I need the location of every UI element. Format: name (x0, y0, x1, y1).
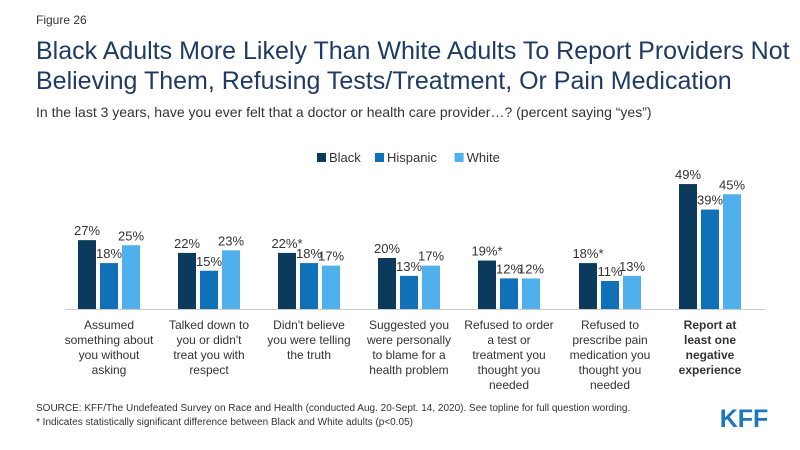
category-label-line: you or didn't (177, 333, 243, 347)
bar-black-6 (679, 184, 697, 309)
category-label-line: treat you with (173, 348, 244, 362)
category-label-5: Refused to prescribe pain medication you th… (570, 318, 651, 392)
legend-label-hispanic: Hispanic (387, 150, 437, 165)
category-label-line: Suggested you (369, 318, 449, 332)
data-label-black-0: 27% (74, 223, 100, 238)
bar-hispanic-5 (601, 280, 619, 309)
data-label-white-3: 17% (418, 249, 444, 264)
chart-title: Black Adults More Likely Than White Adul… (36, 37, 790, 95)
bar-white-0 (122, 245, 140, 309)
category-label-line: prescribe pain (572, 333, 647, 347)
category-label-2: Didn't believe you were telling the truth (267, 318, 350, 362)
category-label-line: Didn't believe (273, 318, 345, 332)
bar-white-4 (522, 278, 540, 309)
kff-logo-text: KFF (720, 405, 769, 431)
bar-black-3 (378, 258, 396, 309)
category-label-4: Refused to order a test or treatment you th… (464, 318, 553, 392)
bar-chart: Black Hispanic White 27% 18% 25% Assumed someth… (65, 150, 765, 392)
data-label-hispanic-2: 18% (296, 246, 322, 261)
category-label-line: treatment you (472, 348, 545, 362)
data-label-black-4: 19%* (471, 244, 502, 259)
category-label-line: Refused to (581, 318, 639, 332)
bar-black-5 (579, 263, 597, 309)
data-label-white-5: 13% (619, 259, 645, 274)
bar-black-4 (478, 260, 496, 309)
category-label-6: Report at least one negative experience (679, 318, 742, 377)
category-label-line: something about (65, 333, 154, 347)
bar-hispanic-6 (701, 209, 719, 309)
category-label-line: a test or (487, 333, 530, 347)
legend-swatch-black (317, 153, 326, 162)
legend-label-black: Black (329, 150, 361, 165)
data-label-hispanic-6: 39% (697, 193, 723, 208)
bar-white-5 (623, 275, 641, 309)
category-label-line: least one (684, 333, 736, 347)
bar-black-1 (178, 252, 196, 309)
category-label-line: experience (679, 363, 742, 377)
data-label-hispanic-0: 18% (96, 246, 122, 261)
data-label-hispanic-4: 12% (496, 261, 522, 276)
data-label-white-1: 23% (218, 233, 244, 248)
data-label-white-0: 25% (118, 228, 144, 243)
category-label-line: negative (686, 348, 735, 362)
bar-white-1 (222, 250, 240, 309)
category-label-1: Talked down to you or didn't treat you wit… (169, 318, 249, 377)
data-label-black-1: 22% (174, 236, 200, 251)
category-label-3: Suggested you were personally to blame for… (366, 318, 451, 377)
bar-hispanic-3 (400, 275, 418, 309)
category-label-line: you without (79, 348, 140, 362)
bar-white-3 (422, 265, 440, 309)
category-label-line: the truth (287, 348, 331, 362)
category-label-line: health problem (369, 363, 448, 377)
significance-note: * Indicates statistically significant di… (36, 417, 413, 428)
category-label-line: were personally (366, 333, 451, 347)
category-label-line: to blame for a (372, 348, 446, 362)
data-label-black-2: 22%* (271, 236, 302, 251)
category-label-line: needed (489, 378, 529, 392)
data-label-black-6: 49% (675, 167, 701, 182)
data-label-white-2: 17% (318, 249, 344, 264)
bar-hispanic-0 (100, 263, 118, 309)
data-label-black-5: 18%* (572, 246, 603, 261)
kff-logo: KFF (720, 405, 769, 431)
data-label-white-6: 45% (719, 177, 745, 192)
category-label-line: Assumed (84, 318, 134, 332)
legend-swatch-hispanic (375, 153, 384, 162)
source-note: SOURCE: KFF/The Undefeated Survey on Rac… (36, 402, 676, 430)
category-label-line: needed (590, 378, 630, 392)
data-label-hispanic-1: 15% (196, 254, 222, 269)
bar-white-6 (723, 194, 741, 309)
source-line: SOURCE: KFF/The Undefeated Survey on Rac… (36, 403, 631, 414)
data-label-white-4: 12% (518, 261, 544, 276)
legend-label-white: White (467, 150, 500, 165)
figure-label: Figure 26 (36, 13, 87, 27)
category-label-line: Report at (684, 318, 737, 332)
bar-black-0 (78, 240, 96, 309)
category-label-line: medication you (570, 348, 651, 362)
bar-hispanic-4 (500, 278, 518, 309)
category-label-0: Assumed something about you without asking (65, 318, 154, 377)
bar-black-2 (278, 252, 296, 309)
legend-swatch-white (454, 153, 464, 162)
category-label-line: you were telling (267, 333, 350, 347)
data-label-hispanic-3: 13% (396, 259, 422, 274)
bar-white-2 (322, 265, 340, 309)
data-label-hispanic-5: 11% (597, 264, 622, 279)
category-label-line: thought you (579, 363, 642, 377)
category-label-line: asking (92, 363, 127, 377)
bar-hispanic-2 (300, 263, 318, 309)
bar-hispanic-1 (200, 270, 218, 309)
category-label-line: thought you (478, 363, 541, 377)
chart-subtitle: In the last 3 years, have you ever felt … (36, 104, 652, 120)
category-label-line: respect (189, 363, 229, 377)
category-label-line: Refused to order (464, 318, 553, 332)
data-label-black-3: 20% (374, 241, 400, 256)
category-label-line: Talked down to (169, 318, 249, 332)
